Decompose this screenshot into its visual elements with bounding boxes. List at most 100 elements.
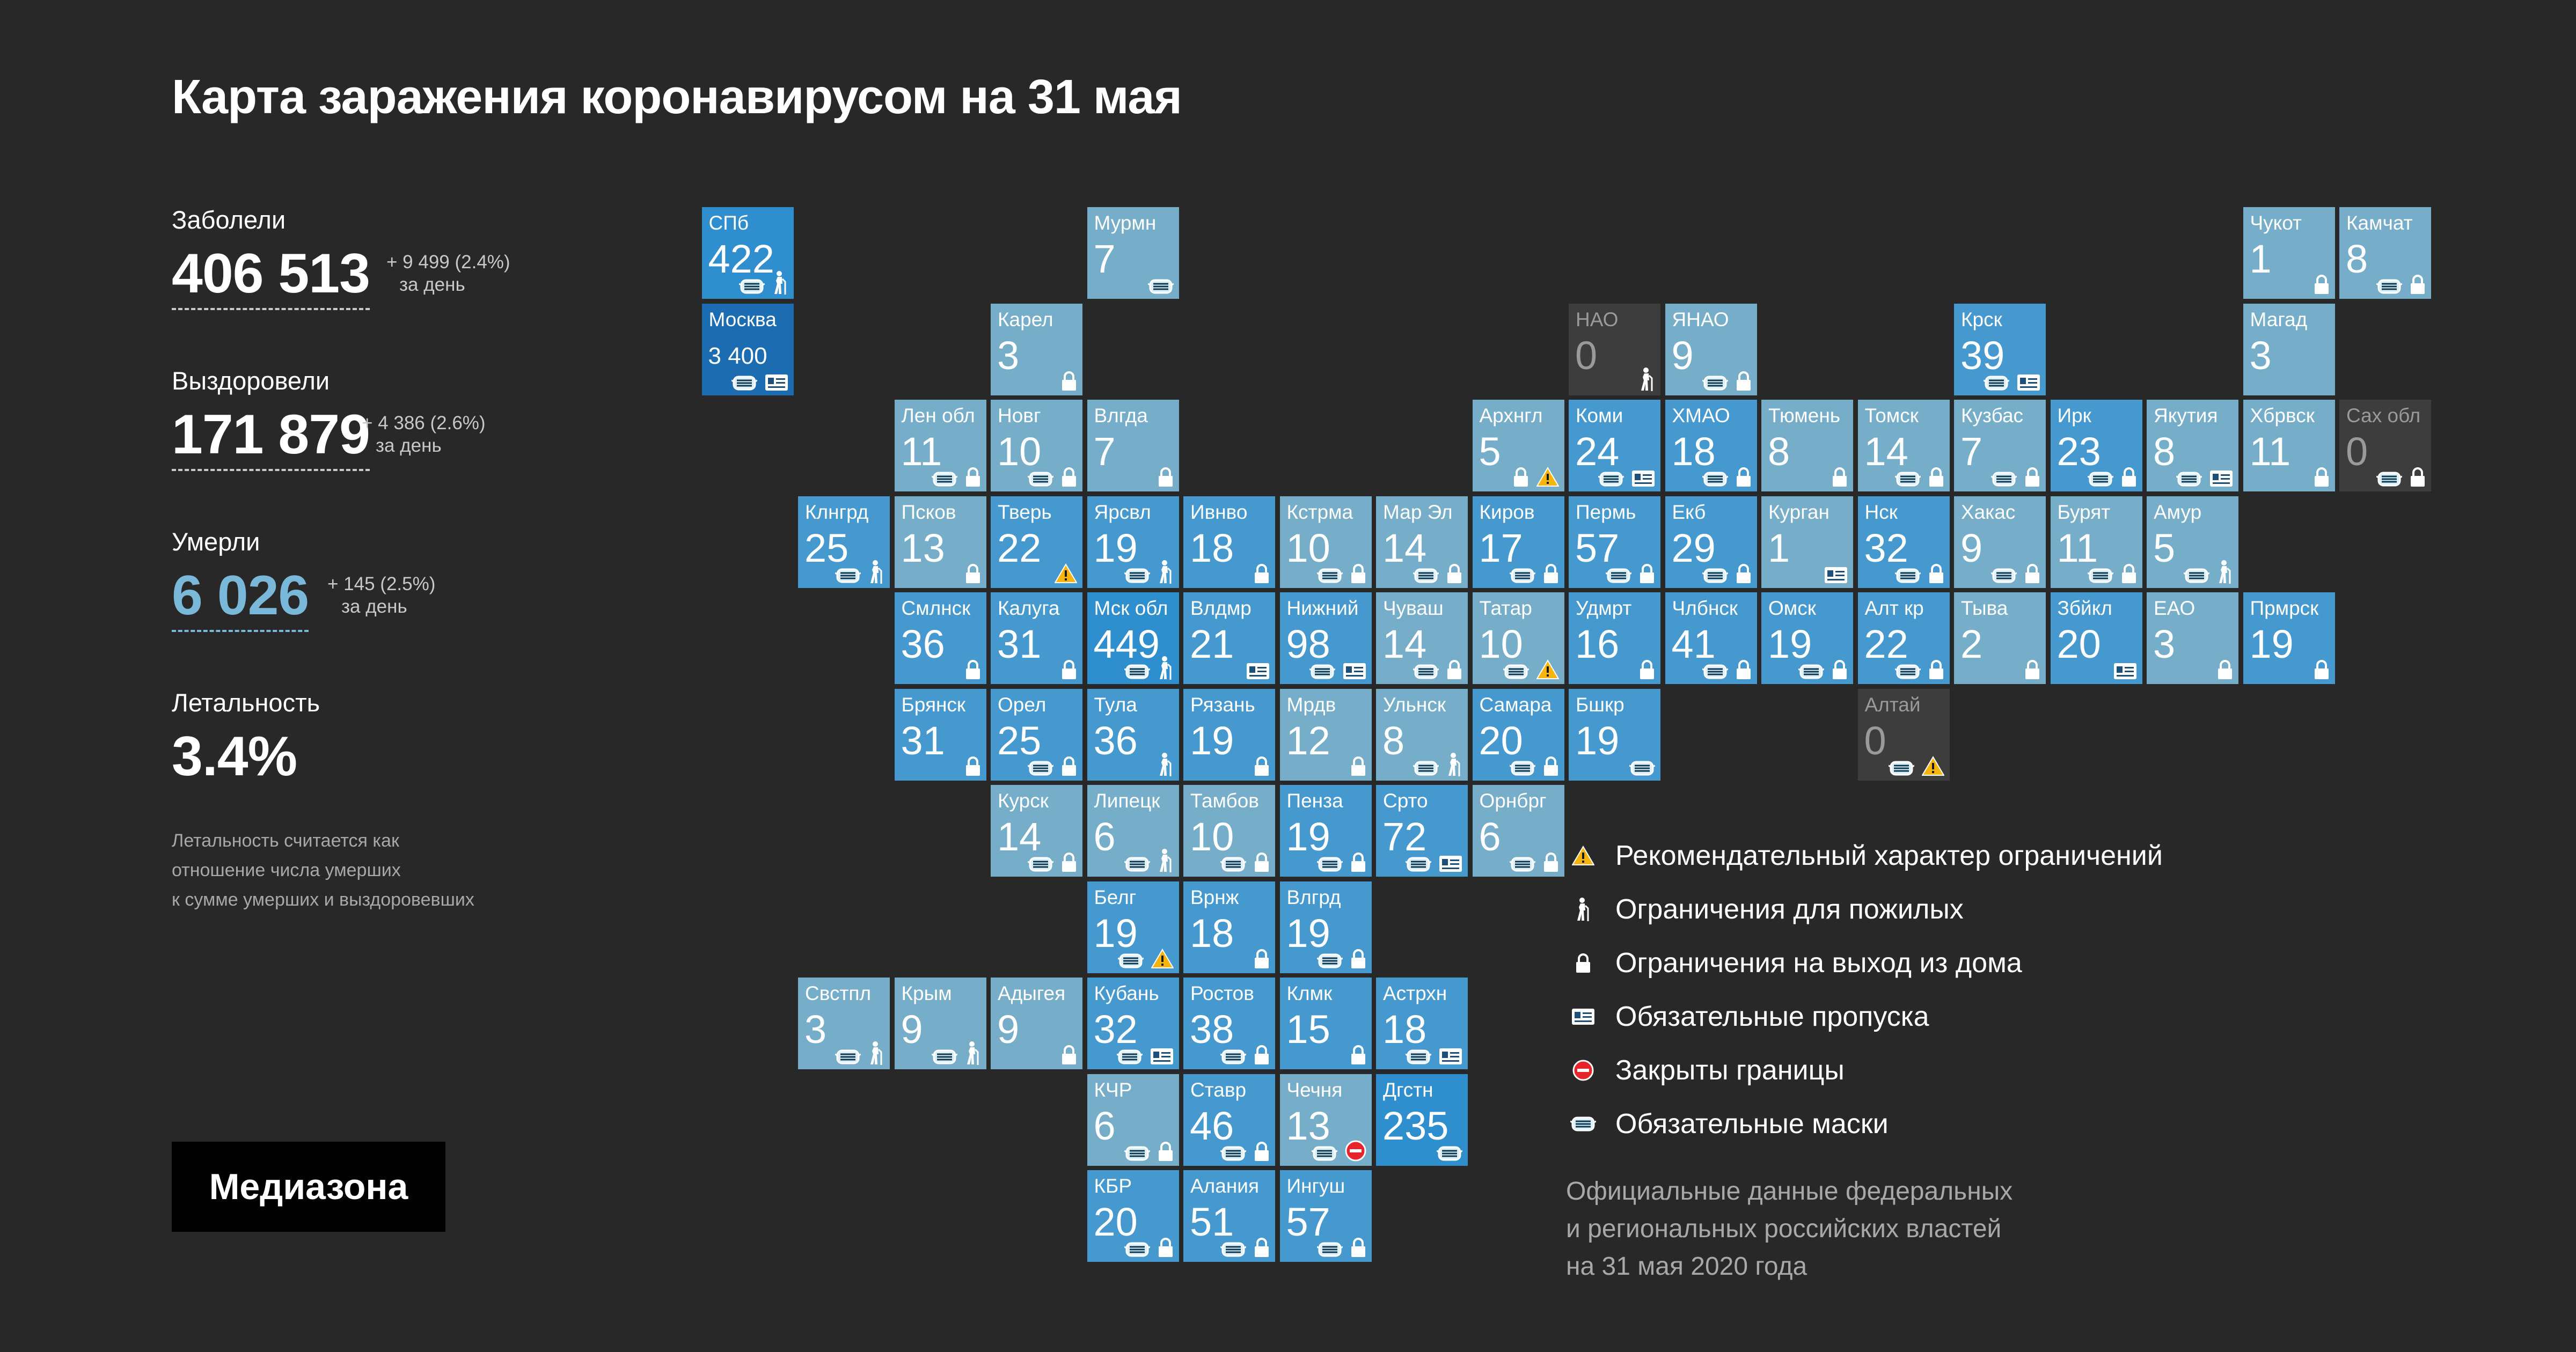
mask-icon xyxy=(1702,471,1728,487)
region-tile[interactable]: Бурят 11 xyxy=(2050,496,2142,588)
region-tile[interactable]: КЧР 6 xyxy=(1087,1074,1179,1166)
region-tile[interactable]: Бшкр 19 xyxy=(1569,688,1660,781)
region-tile[interactable]: Курск 14 xyxy=(991,785,1082,877)
region-tile[interactable]: Липецк 6 xyxy=(1087,785,1179,877)
region-tile[interactable]: Кстрма 10 xyxy=(1279,496,1372,588)
region-tile[interactable]: Белг 19 xyxy=(1087,881,1179,973)
region-tile[interactable]: Самара 20 xyxy=(1472,688,1564,781)
region-tile[interactable]: Ирк 23 xyxy=(2050,400,2142,491)
region-tile[interactable]: Прмрск 19 xyxy=(2243,592,2335,684)
region-tile[interactable]: Ставр 46 xyxy=(1183,1074,1275,1166)
region-tile[interactable]: Ростов 38 xyxy=(1183,978,1275,1069)
region-tile[interactable]: Сах обл 0 xyxy=(2339,400,2431,491)
region-tile[interactable]: Врнж 18 xyxy=(1183,881,1275,973)
region-tile[interactable]: Алания 51 xyxy=(1183,1170,1275,1262)
mask-icon xyxy=(1984,375,2009,391)
region-tile[interactable]: Кузбас 7 xyxy=(1954,400,2046,491)
region-tile[interactable]: Новг 10 xyxy=(991,400,1082,491)
region-tile[interactable]: Алтай 0 xyxy=(1857,688,1950,781)
region-tile[interactable]: Якутия 8 xyxy=(2147,400,2238,491)
region-tile[interactable]: Коми 24 xyxy=(1569,400,1660,491)
region-icons xyxy=(2113,663,2137,680)
region-tile[interactable]: Орнбрг 6 xyxy=(1472,785,1564,877)
region-tile[interactable]: Влгда 7 xyxy=(1087,400,1179,491)
region-tile[interactable]: ЕАО 3 xyxy=(2147,592,2238,684)
region-tile[interactable]: Тюмень 8 xyxy=(1761,400,1853,491)
lock-icon xyxy=(1639,659,1655,680)
region-tile[interactable]: Мск обл 449 xyxy=(1087,592,1179,684)
region-tile[interactable]: Крым 9 xyxy=(894,978,986,1069)
region-tile[interactable]: Хбрвск 11 xyxy=(2243,400,2335,491)
region-icons xyxy=(1598,470,1655,487)
region-tile[interactable]: Ингуш 57 xyxy=(1279,1170,1372,1262)
region-value: 7 xyxy=(1960,429,1983,474)
region-tile[interactable]: ЯНАО 9 xyxy=(1665,303,1757,395)
region-tile[interactable]: Пермь 57 xyxy=(1569,496,1660,588)
region-tile[interactable]: Срто 72 xyxy=(1376,785,1468,877)
region-tile[interactable]: Чуваш 14 xyxy=(1376,592,1468,684)
region-tile[interactable]: НАО 0 xyxy=(1569,303,1660,395)
region-tile[interactable]: Карел 3 xyxy=(991,303,1082,395)
region-tile[interactable]: Магад 3 xyxy=(2243,303,2335,395)
region-tile[interactable]: Тула 36 xyxy=(1087,688,1179,781)
region-tile[interactable]: Амур 5 xyxy=(2147,496,2238,588)
region-tile[interactable]: КБР 20 xyxy=(1087,1170,1179,1262)
region-tile[interactable]: Свстпл 3 xyxy=(798,978,890,1069)
region-tile[interactable]: Тамбов 10 xyxy=(1183,785,1275,877)
region-tile[interactable]: Татар 10 xyxy=(1472,592,1564,684)
region-tile[interactable]: Лен обл 11 xyxy=(894,400,986,491)
region-tile[interactable]: Брянск 31 xyxy=(894,688,986,781)
region-tile[interactable]: Збйкл 20 xyxy=(2050,592,2142,684)
region-tile[interactable]: Томск 14 xyxy=(1857,400,1950,491)
region-tile[interactable]: Чукот 1 xyxy=(2243,207,2335,299)
region-tile[interactable]: Ульнск 8 xyxy=(1376,688,1468,781)
region-tile[interactable]: Екб 29 xyxy=(1665,496,1757,588)
region-tile[interactable]: Алт кр 22 xyxy=(1857,592,1950,684)
region-tile[interactable]: Адыгея 9 xyxy=(991,978,1082,1069)
region-tile[interactable]: Архнгл 5 xyxy=(1472,400,1564,491)
region-value: 38 xyxy=(1190,1007,1234,1052)
region-tile[interactable]: Псков 13 xyxy=(894,496,986,588)
region-tile[interactable]: Смлнск 36 xyxy=(894,592,986,684)
region-tile[interactable]: СПб 422 xyxy=(701,207,794,299)
region-tile[interactable]: Ярсвл 19 xyxy=(1087,496,1179,588)
region-tile[interactable]: Москва 3 400 xyxy=(701,303,794,395)
region-tile[interactable]: Тверь 22 xyxy=(991,496,1082,588)
region-tile[interactable]: Тыва 2 xyxy=(1954,592,2046,684)
region-tile[interactable]: Мар Эл 14 xyxy=(1376,496,1468,588)
region-tile[interactable]: Мрдв 12 xyxy=(1279,688,1372,781)
region-tile[interactable]: ХМАО 18 xyxy=(1665,400,1757,491)
region-tile[interactable]: Орел 25 xyxy=(991,688,1082,781)
region-tile[interactable]: Камчат 8 xyxy=(2339,207,2431,299)
region-tile[interactable]: Клнгрд 25 xyxy=(798,496,890,588)
region-tile[interactable]: Мурмн 7 xyxy=(1087,207,1179,299)
region-tile[interactable]: Дгстн 235 xyxy=(1376,1074,1468,1166)
lock-icon xyxy=(1832,659,1848,680)
region-tile[interactable]: Хакас 9 xyxy=(1954,496,2046,588)
region-tile[interactable]: Нск 32 xyxy=(1857,496,1950,588)
region-tile[interactable]: Рязань 19 xyxy=(1183,688,1275,781)
lock-icon xyxy=(2314,467,2330,487)
region-tile[interactable]: Омск 19 xyxy=(1761,592,1853,684)
region-tile[interactable]: Кубань 32 xyxy=(1087,978,1179,1069)
legend-item: Обязательные маски xyxy=(1566,1105,1889,1143)
region-icons xyxy=(2087,563,2137,584)
region-tile[interactable]: Пенза 19 xyxy=(1279,785,1372,877)
region-tile[interactable]: Курган 1 xyxy=(1761,496,1853,588)
region-tile[interactable]: Чечня 13 xyxy=(1279,1074,1372,1166)
region-tile[interactable]: Нижний 98 xyxy=(1279,592,1372,684)
region-tile[interactable]: Крск 39 xyxy=(1954,303,2046,395)
region-tile[interactable]: Астрхн 18 xyxy=(1376,978,1468,1069)
region-value: 39 xyxy=(1960,333,2005,378)
region-tile[interactable]: Влдмр 21 xyxy=(1183,592,1275,684)
region-tile[interactable]: Ивнво 18 xyxy=(1183,496,1275,588)
mediazona-logo[interactable]: Медиазона xyxy=(172,1142,445,1232)
region-tile[interactable]: Калуга 31 xyxy=(991,592,1082,684)
region-value: 31 xyxy=(901,718,945,763)
region-tile[interactable]: Члбнск 41 xyxy=(1665,592,1757,684)
region-tile[interactable]: Киров 17 xyxy=(1472,496,1564,588)
region-tile[interactable]: Влгрд 19 xyxy=(1279,881,1372,973)
region-tile[interactable]: Удмрт 16 xyxy=(1569,592,1660,684)
lock-icon xyxy=(2024,659,2040,680)
region-tile[interactable]: Клмк 15 xyxy=(1279,978,1372,1069)
